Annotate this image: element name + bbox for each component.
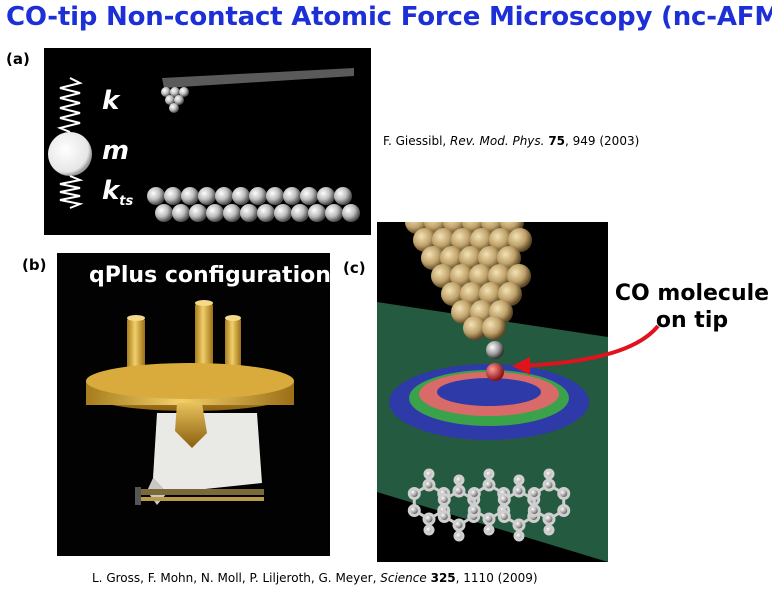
co-arrow-icon <box>512 324 660 375</box>
citation-gross: L. Gross, F. Mohn, N. Moll, P. Liljeroth… <box>92 571 538 585</box>
mass-icon <box>48 132 92 176</box>
spring-kts-icon <box>59 175 84 209</box>
qplus-sensor-illustration <box>86 300 294 505</box>
slide-title: CO-tip Non-contact Atomic Force Microsco… <box>6 2 772 32</box>
symbol-kts-base: k <box>102 176 120 206</box>
panel-c-co-tip-image <box>377 222 608 562</box>
citation-giessibl-pages: , 949 (2003) <box>565 134 640 148</box>
co-annotation-line2: on tip <box>655 308 729 333</box>
panel-b-qplus-photo: qPlus configuration <box>57 253 330 556</box>
qplus-caption: qPlus configuration <box>89 263 330 288</box>
co-annotation-line1: CO molecule <box>614 281 770 306</box>
sample-atoms-icon <box>147 187 360 222</box>
citation-gross-authors: L. Gross, F. Mohn, N. Moll, P. Liljeroth… <box>92 571 381 585</box>
citation-gross-pages: , 1110 (2009) <box>455 571 538 585</box>
panel-c-label: (c) <box>343 259 366 277</box>
panel-a-label: (a) <box>6 50 30 68</box>
citation-gross-volume: 325 <box>430 571 456 585</box>
panel-b-label: (b) <box>22 256 47 274</box>
spring-k-icon <box>56 77 83 133</box>
panel-a-afm-schematic: k m kts <box>44 48 371 235</box>
tip-atoms-icon <box>161 87 189 113</box>
symbol-kts: kts <box>102 176 133 209</box>
symbol-m: m <box>102 136 130 166</box>
afm-schematic-illustration <box>48 68 360 222</box>
citation-giessibl-journal: Rev. Mod. Phys. <box>450 134 545 148</box>
co-molecule-annotation: CO molecule on tip <box>612 280 772 334</box>
citation-giessibl-volume: 75 <box>548 134 566 148</box>
symbol-k: k <box>102 86 120 116</box>
citation-giessibl: F. Giessibl, Rev. Mod. Phys. 75, 949 (20… <box>383 134 639 148</box>
co-tip-afm-illustration <box>377 222 608 562</box>
citation-gross-journal: Science <box>380 571 427 585</box>
symbol-kts-subscript: ts <box>119 194 134 210</box>
cantilever-icon <box>162 68 354 88</box>
citation-giessibl-authors: F. Giessibl, <box>383 134 451 148</box>
